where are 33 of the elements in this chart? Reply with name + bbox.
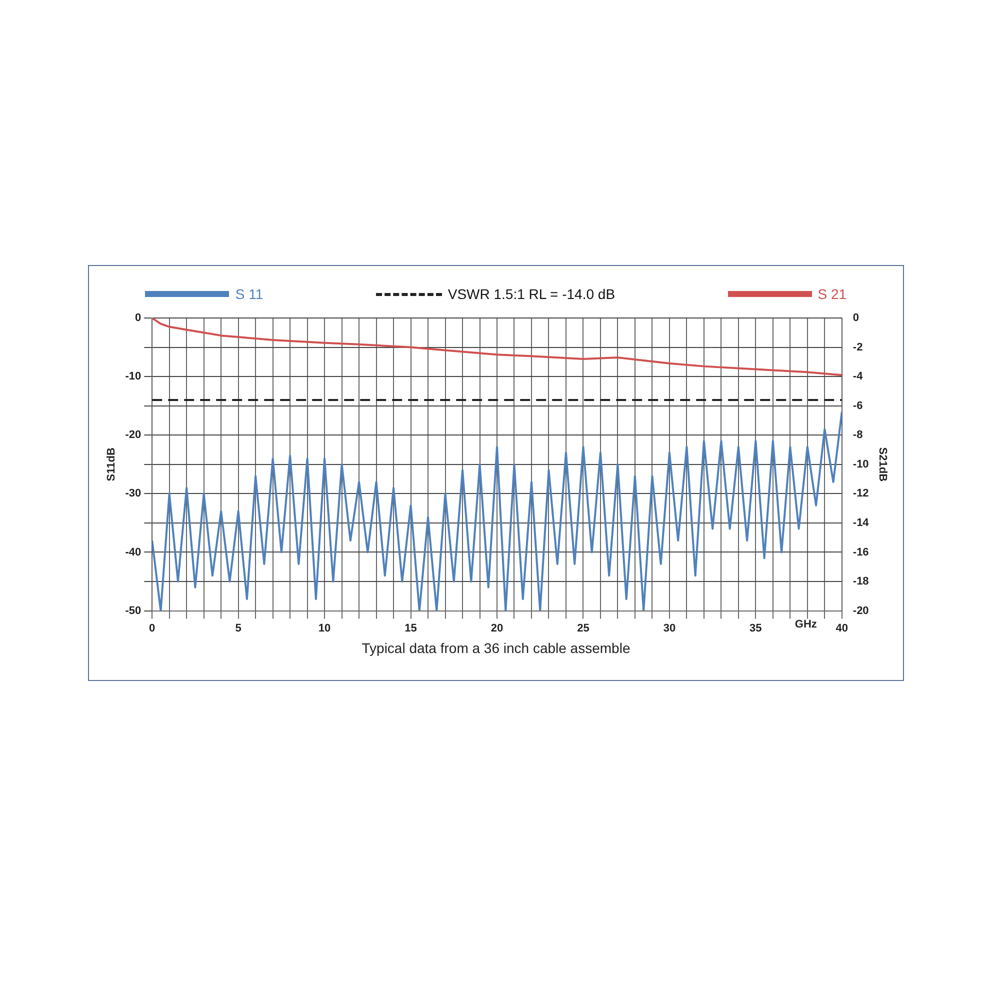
- text: S 11: [235, 286, 264, 302]
- x-tick-label: 35: [750, 622, 762, 634]
- y-tick-label: -40: [125, 546, 142, 558]
- y2-tick-label: -4: [852, 370, 864, 383]
- y2-tick-label: -16: [852, 546, 869, 558]
- y-axis-title: S11dB: [106, 448, 118, 482]
- y2-tick-label: -6: [852, 400, 863, 412]
- y2-tick-label: -2: [852, 341, 863, 354]
- x-tick-label: 25: [577, 622, 590, 634]
- x-tick-label: 10: [318, 622, 331, 634]
- x-tick-label: 15: [404, 622, 417, 634]
- y2-tick-label: -10: [852, 458, 869, 470]
- y-tick-label: 0: [134, 312, 142, 324]
- x-axis-title: GHz: [794, 618, 818, 630]
- x-tick-label: 5: [235, 622, 242, 634]
- y2-axis-title: S21dB: [876, 447, 888, 482]
- y2-tick-label: -14: [852, 516, 870, 529]
- y2-tick-label: -20: [852, 604, 869, 617]
- y-tick-label: -50: [125, 604, 142, 617]
- y2-tick-label: 0: [852, 312, 860, 324]
- y2-tick-label: -12: [852, 488, 869, 500]
- y-tick-label: -30: [125, 488, 142, 500]
- x-tick-label: 30: [663, 622, 676, 634]
- y2-tick-label: -18: [852, 576, 869, 588]
- y-tick-label: -20: [125, 429, 142, 442]
- x-tick-label: 20: [490, 622, 504, 634]
- y-tick-label: -10: [125, 370, 142, 383]
- text: S 21: [818, 286, 847, 302]
- legend-label: VSWR 1.5:1 RL = -14.0 dB: [448, 286, 616, 302]
- y2-tick-label: -8: [852, 429, 863, 442]
- text: Typical data from a 36 inch cable assemble: [360, 640, 632, 656]
- x-tick-label: 0: [149, 622, 156, 634]
- x-tick-label: 40: [836, 622, 848, 634]
